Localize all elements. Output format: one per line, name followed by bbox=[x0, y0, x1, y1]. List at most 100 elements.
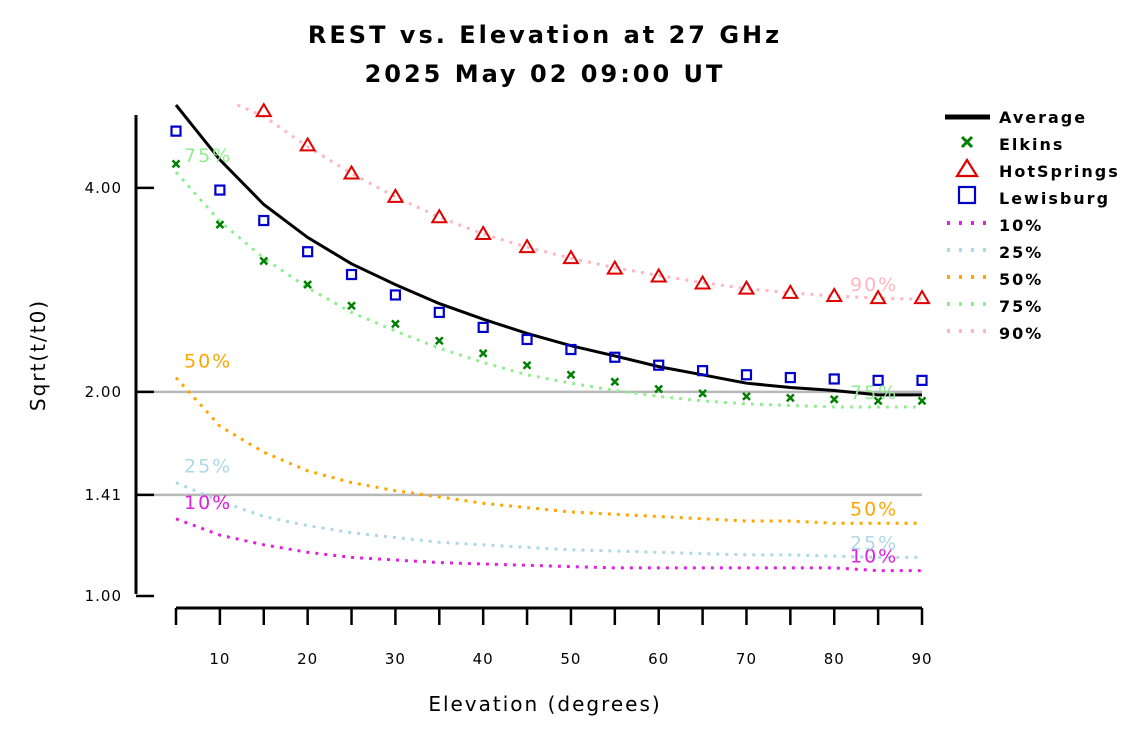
lewisburg-point bbox=[784, 371, 796, 384]
series-10pct bbox=[175, 517, 922, 573]
legend-label: 10% bbox=[999, 216, 1043, 235]
lewisburg-point bbox=[433, 306, 445, 319]
legend-label: Elkins bbox=[999, 135, 1064, 154]
x-axis-label: Elevation (degrees) bbox=[428, 692, 661, 716]
elkins-point bbox=[654, 384, 664, 394]
lewisburg-point bbox=[345, 268, 358, 281]
series-25pct bbox=[175, 481, 922, 559]
legend-item-lewisburg: Lewisburg bbox=[957, 185, 1110, 208]
lewisburg-point bbox=[872, 374, 884, 386]
lewisburg-point bbox=[740, 369, 753, 381]
hotsprings-point bbox=[825, 287, 843, 303]
series-line-90pct bbox=[236, 103, 923, 301]
curve-label-end-50pct: 50% bbox=[850, 498, 898, 520]
hotsprings-point bbox=[386, 187, 405, 203]
legend-label: HotSprings bbox=[999, 162, 1120, 181]
reference-lines bbox=[136, 390, 922, 497]
elkins-point bbox=[829, 394, 839, 404]
elkins-point bbox=[171, 159, 181, 169]
elkins-point bbox=[303, 280, 313, 289]
hotsprings-point bbox=[913, 289, 931, 305]
series-line-75pct bbox=[174, 171, 922, 409]
x-tick-label: 10 bbox=[209, 650, 230, 668]
lewisburg-point bbox=[521, 333, 533, 346]
y-tick-label: 1.00 bbox=[85, 587, 122, 605]
legend-item-25pct: 25% bbox=[947, 243, 1043, 262]
hotsprings-point bbox=[430, 208, 449, 224]
hotsprings-point bbox=[298, 136, 317, 152]
curve-labels: 10%10%25%25%50%50%75%75%90% bbox=[184, 145, 898, 568]
lewisburg-point bbox=[565, 343, 577, 356]
chart-subtitle: 2025 May 02 09:00 UT bbox=[365, 60, 726, 88]
hotsprings-point bbox=[606, 259, 624, 275]
series-line-25pct bbox=[175, 481, 922, 559]
series-elkins bbox=[171, 159, 927, 406]
axes bbox=[134, 115, 922, 610]
elkins-point bbox=[347, 301, 356, 311]
y-tick-label: 1.41 bbox=[85, 486, 122, 504]
curve-label-start-75pct: 75% bbox=[184, 145, 232, 167]
series-90pct bbox=[236, 103, 923, 301]
x-tick-label: 60 bbox=[648, 650, 669, 668]
legend-item-50pct: 50% bbox=[947, 270, 1043, 289]
legend-label: Lewisburg bbox=[999, 189, 1110, 208]
hotsprings-point bbox=[781, 283, 800, 299]
elkins-point bbox=[478, 348, 488, 358]
legend-label: 25% bbox=[999, 243, 1043, 262]
lewisburg-point bbox=[916, 374, 928, 386]
hotsprings-point bbox=[474, 224, 492, 240]
x-ticks: 10 20 30 40 50 60 70 80 90 bbox=[174, 608, 932, 668]
series-line-average bbox=[174, 104, 922, 397]
elkins-point bbox=[522, 360, 532, 370]
legend-label: 75% bbox=[999, 297, 1043, 316]
elkins-point bbox=[566, 370, 576, 380]
hotsprings-point bbox=[562, 249, 580, 265]
curve-label-end-25pct: 25% bbox=[850, 532, 898, 554]
curve-label-start-25pct: 25% bbox=[184, 456, 232, 478]
series-lewisburg bbox=[170, 125, 928, 386]
legend-item-hotsprings: HotSprings bbox=[955, 157, 1120, 181]
series-line-10pct bbox=[175, 517, 922, 573]
lewisburg-point bbox=[609, 351, 621, 363]
legend-item-90pct: 90% bbox=[947, 324, 1041, 343]
series-line-50pct bbox=[174, 376, 922, 525]
x-tick-label: 40 bbox=[473, 650, 494, 668]
x-tick-label: 90 bbox=[911, 650, 932, 668]
y-axis-label: Sqrt(t/t0) bbox=[26, 299, 50, 411]
elkins-point bbox=[917, 396, 927, 406]
legend-label: 50% bbox=[999, 270, 1043, 289]
hotsprings-point bbox=[518, 238, 536, 254]
series-75pct bbox=[174, 171, 922, 409]
hotsprings-point bbox=[255, 102, 273, 118]
hotsprings-point bbox=[869, 289, 887, 305]
curve-label-end-90pct: 90% bbox=[850, 274, 898, 296]
elkins-point bbox=[873, 396, 883, 406]
legend-swatch bbox=[957, 185, 977, 205]
elkins-point bbox=[742, 391, 751, 401]
lewisburg-point bbox=[828, 373, 840, 385]
legend-swatch bbox=[955, 157, 979, 178]
chart-title: REST vs. Elevation at 27 GHz bbox=[308, 21, 782, 49]
series-layer bbox=[170, 102, 931, 573]
elkins-point bbox=[259, 256, 269, 266]
curve-label-start-50pct: 50% bbox=[184, 351, 232, 373]
series-hotsprings bbox=[255, 102, 931, 305]
lewisburg-point bbox=[302, 246, 314, 258]
curve-label-end-75pct: 75% bbox=[850, 382, 898, 404]
legend: Average Elkins HotSprings Lewisburg 10% 25% 50… bbox=[945, 108, 1120, 343]
elkins-point bbox=[698, 389, 707, 398]
elkins-point bbox=[434, 336, 444, 346]
legend-label: Average bbox=[999, 108, 1087, 127]
lewisburg-point bbox=[696, 365, 709, 377]
x-tick-label: 50 bbox=[560, 650, 581, 668]
hotsprings-point bbox=[693, 274, 712, 290]
legend-swatch bbox=[960, 135, 974, 149]
y-tick-label: 2.00 bbox=[85, 383, 122, 401]
lewisburg-point bbox=[214, 184, 226, 196]
elkins-point bbox=[610, 377, 620, 387]
x-tick-label: 20 bbox=[297, 650, 318, 668]
hotsprings-point bbox=[649, 267, 668, 283]
lewisburg-point bbox=[258, 214, 270, 227]
y-ticks: 1.00 1.41 2.00 4.00 bbox=[85, 179, 154, 605]
